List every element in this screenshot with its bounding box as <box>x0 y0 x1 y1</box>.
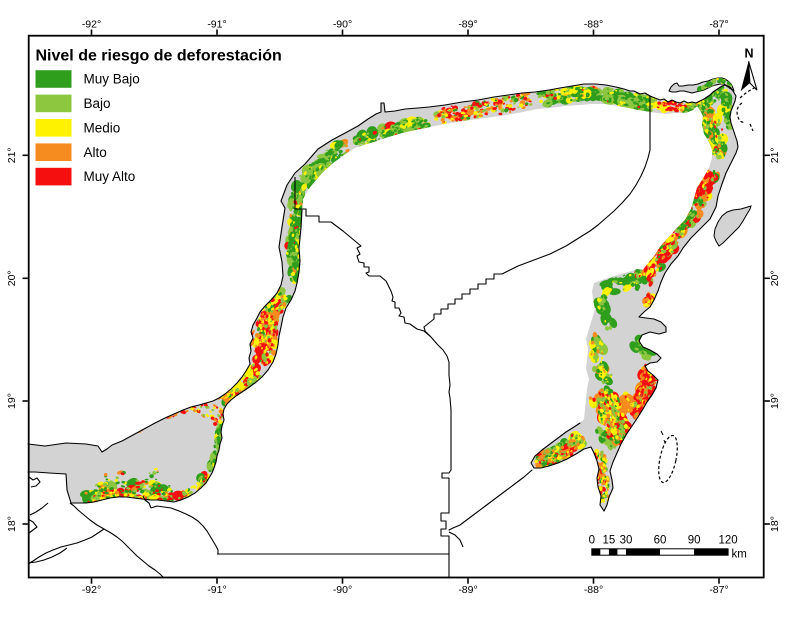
svg-text:21°: 21° <box>6 147 18 163</box>
svg-text:90: 90 <box>688 535 701 547</box>
svg-text:18°: 18° <box>6 516 18 532</box>
svg-text:-87°: -87° <box>709 18 728 30</box>
svg-text:21°: 21° <box>769 147 781 163</box>
svg-text:0: 0 <box>589 535 595 547</box>
svg-text:15: 15 <box>603 535 616 547</box>
svg-text:120: 120 <box>719 535 738 547</box>
svg-text:-92°: -92° <box>82 584 101 596</box>
svg-text:-88°: -88° <box>584 18 603 30</box>
svg-text:km: km <box>732 549 747 561</box>
svg-text:60: 60 <box>654 535 667 547</box>
svg-text:-92°: -92° <box>82 18 101 30</box>
svg-text:-90°: -90° <box>333 18 352 30</box>
svg-text:Nivel de riesgo de deforestaci: Nivel de riesgo de deforestación <box>36 48 282 65</box>
svg-text:Bajo: Bajo <box>84 96 111 111</box>
svg-text:19°: 19° <box>6 393 18 409</box>
svg-text:Medio: Medio <box>84 120 121 135</box>
svg-text:-89°: -89° <box>458 18 477 30</box>
svg-text:-91°: -91° <box>207 18 226 30</box>
svg-text:-91°: -91° <box>207 584 226 596</box>
svg-text:30: 30 <box>620 535 633 547</box>
svg-text:20°: 20° <box>769 270 781 286</box>
svg-text:19°: 19° <box>769 393 781 409</box>
svg-text:-88°: -88° <box>584 584 603 596</box>
svg-text:18°: 18° <box>769 516 781 532</box>
svg-text:-87°: -87° <box>709 584 728 596</box>
svg-text:Muy Bajo: Muy Bajo <box>84 72 140 87</box>
svg-text:N: N <box>744 47 753 61</box>
svg-text:Alto: Alto <box>84 145 107 160</box>
svg-text:Muy Alto: Muy Alto <box>84 169 136 184</box>
svg-text:20°: 20° <box>6 270 18 286</box>
svg-text:-90°: -90° <box>333 584 352 596</box>
svg-text:-89°: -89° <box>458 584 477 596</box>
